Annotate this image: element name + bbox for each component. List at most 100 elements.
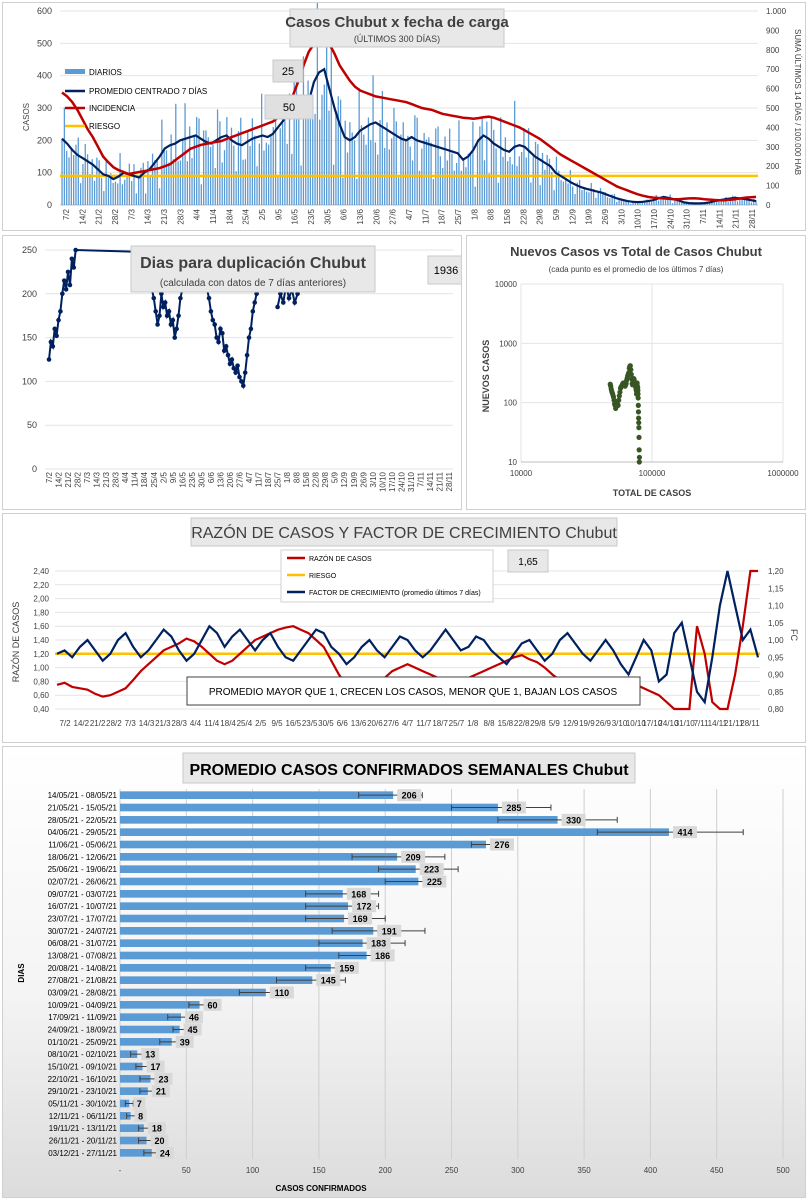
daily-bar [242,159,244,205]
legend-label-riesgo: RIESGO [309,573,337,580]
daily-bar [61,138,63,205]
daily-bar [196,116,198,205]
y-tick-label: 150 [22,333,37,343]
bar [120,816,558,824]
y-axis-ticks: 10 100 1000 10000 [495,280,518,467]
data-point [237,374,242,380]
daily-bar [500,117,502,205]
data-label: 17 [151,1062,161,1072]
data-point [214,335,219,340]
daily-bar [567,183,569,205]
daily-bar [161,119,163,205]
daily-bar [544,169,546,205]
category-label: 05/11/21 - 30/10/21 [48,1100,117,1109]
data-point [210,317,216,323]
daily-bar [156,160,158,205]
chart-subtitle: (calculada con datos de 7 días anteriore… [160,278,346,289]
y-tick-label: 0,60 [33,691,49,700]
x-tick-label: 25/7 [449,719,465,728]
title-box [289,8,505,48]
bar [120,914,345,923]
x-axis-ticks: - 50 100 150 200 250 300 350 400 450 500 [119,1166,791,1175]
daily-bar [590,183,592,205]
x-tick-label: 7/2 [62,208,71,220]
daily-bar [363,134,365,205]
x-axis-ticks: 7/2 14/2 21/2 28/2 7/3 14/3 21/3 28/3 4/4 11/4 18/… [45,471,454,492]
daily-bar [386,122,388,205]
y-axis-ticks: 0 50 100 150 200 250 [22,245,37,474]
daily-bar [286,143,288,205]
y2-tick-label: 500 [766,104,780,113]
bar [120,976,313,984]
category-label: 04/06/21 - 29/05/21 [48,828,118,837]
y2-tick-label: 0,85 [768,688,784,697]
data-point [46,357,52,362]
daily-bar [207,137,209,205]
daily-bar [430,142,432,205]
bar [120,927,374,935]
bar [120,1038,172,1046]
daily-bar [585,191,588,205]
x-tick-label: 100000 [639,469,666,478]
daily-bar [337,96,339,205]
daily-bar [346,152,349,205]
bar-row-09-07-21-03-07-21: 09/07/21 - 03/07/21 168 [48,887,380,900]
daily-bar [423,132,425,205]
x-tick-label: 28/11 [740,719,760,728]
daily-bar [98,160,100,205]
x-tick-label: 14/3 [139,719,155,728]
category-label: 18/06/21 - 12/06/21 [48,853,118,862]
daily-bar [546,154,548,205]
y-axis-label: RAZÓN DE CASOS [11,602,21,683]
data-point [233,370,238,375]
category-label: 14/05/21 - 08/05/21 [48,791,118,800]
daily-bar [277,176,279,205]
x-tick-label: 5/9 [552,208,561,220]
x-axis-label: CASOS CONFIRMADOS [275,1184,367,1193]
y2-tick-label: 1,20 [768,567,784,576]
daily-bar [729,199,732,205]
data-label-box [346,887,371,900]
x-tick-label: 9/5 [274,208,283,220]
daily-bar [126,176,128,205]
daily-bar [91,159,93,205]
daily-bar [77,137,79,205]
data-point [162,300,168,305]
category-label: 27/08/21 - 21/08/21 [48,976,118,985]
y-tick-label: 300 [37,103,52,113]
data-point [244,352,250,358]
daily-bar [715,201,718,205]
data-point [48,339,54,345]
x-tick-label: 12/9 [563,719,579,728]
data-label: 7 [137,1099,142,1109]
category-label: 17/09/21 - 11/09/21 [48,1013,117,1022]
daily-bar [639,203,641,205]
daily-bar [514,100,516,205]
data-label: 18 [152,1124,162,1134]
daily-bar [618,199,620,205]
daily-bar [462,159,465,205]
bar-row-01-10-21-25-09-21: 01/10/21 - 25/09/21 39 [48,1035,194,1048]
data-label: 191 [382,926,397,936]
daily-bar [367,117,370,205]
x-tick-label: 14/3 [93,471,102,487]
daily-bar [739,197,741,205]
data-point [229,357,235,362]
x-tick-label: 8/8 [483,719,495,728]
x-axis-ticks: 10000 100000 1000000 [510,469,799,478]
daily-bar [402,122,404,205]
title-box [130,245,376,293]
daily-bar [332,164,335,205]
y2-tick-label: 1.000 [766,7,787,16]
daily-bar [189,126,191,205]
y2-axis-label: SUMA ÚLTIMOS 14 DÍAS / 100.000 HAB [793,29,802,175]
daily-bar [414,115,416,205]
category-label: 15/10/21 - 09/10/21 [48,1063,118,1072]
category-label: 25/06/21 - 19/06/21 [48,865,118,874]
x-tick-label: 15/8 [498,719,514,728]
bar [120,791,394,799]
category-label: 30/07/21 - 24/07/21 [48,927,118,936]
daily-bar [472,121,474,205]
daily-bar [93,180,96,205]
x-tick-label: 18/4 [140,471,149,487]
